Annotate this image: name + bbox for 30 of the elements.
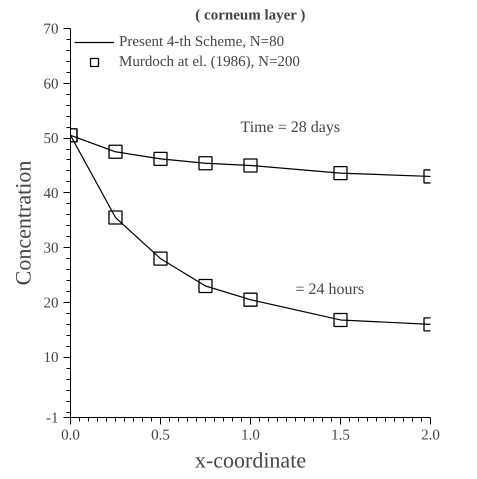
y-tick-label: 30 <box>44 240 58 257</box>
y-tick-label: 70 <box>44 22 58 38</box>
point <box>333 166 348 180</box>
point <box>198 156 213 170</box>
y-tick-label: 20 <box>44 295 58 312</box>
x-tick-label: 0.0 <box>61 428 80 444</box>
x-tick-label: 0.5 <box>151 428 170 444</box>
y-tick-label: -1 <box>46 410 59 426</box>
y-tick-label: 50 <box>44 131 58 148</box>
y-axis-title: Concentration <box>10 160 36 286</box>
point <box>198 278 213 294</box>
x-tick-label: 2.0 <box>421 428 440 444</box>
y-tick-label: 10 <box>44 350 58 366</box>
annotation: = 24 hours <box>296 281 364 298</box>
point <box>153 251 168 266</box>
x-tick-label: 1.5 <box>331 428 350 444</box>
y-tick-label: 60 <box>44 76 58 92</box>
point <box>243 292 258 307</box>
point <box>108 210 123 225</box>
x-axis-title: x-coordinate <box>194 448 306 472</box>
chart-title: ( corneum layer ) <box>195 8 306 24</box>
annotation: Time = 28 days <box>240 119 340 136</box>
y-tick-label: 40 <box>44 186 58 202</box>
legend-label: Present 4-th Scheme, N=80 <box>119 34 284 50</box>
point <box>108 144 123 159</box>
point <box>153 152 168 166</box>
point <box>243 158 258 173</box>
legend-label: Murdoch at el. (1986), N=200 <box>119 54 300 70</box>
point <box>333 312 348 328</box>
x-tick-label: 1.0 <box>241 428 260 444</box>
